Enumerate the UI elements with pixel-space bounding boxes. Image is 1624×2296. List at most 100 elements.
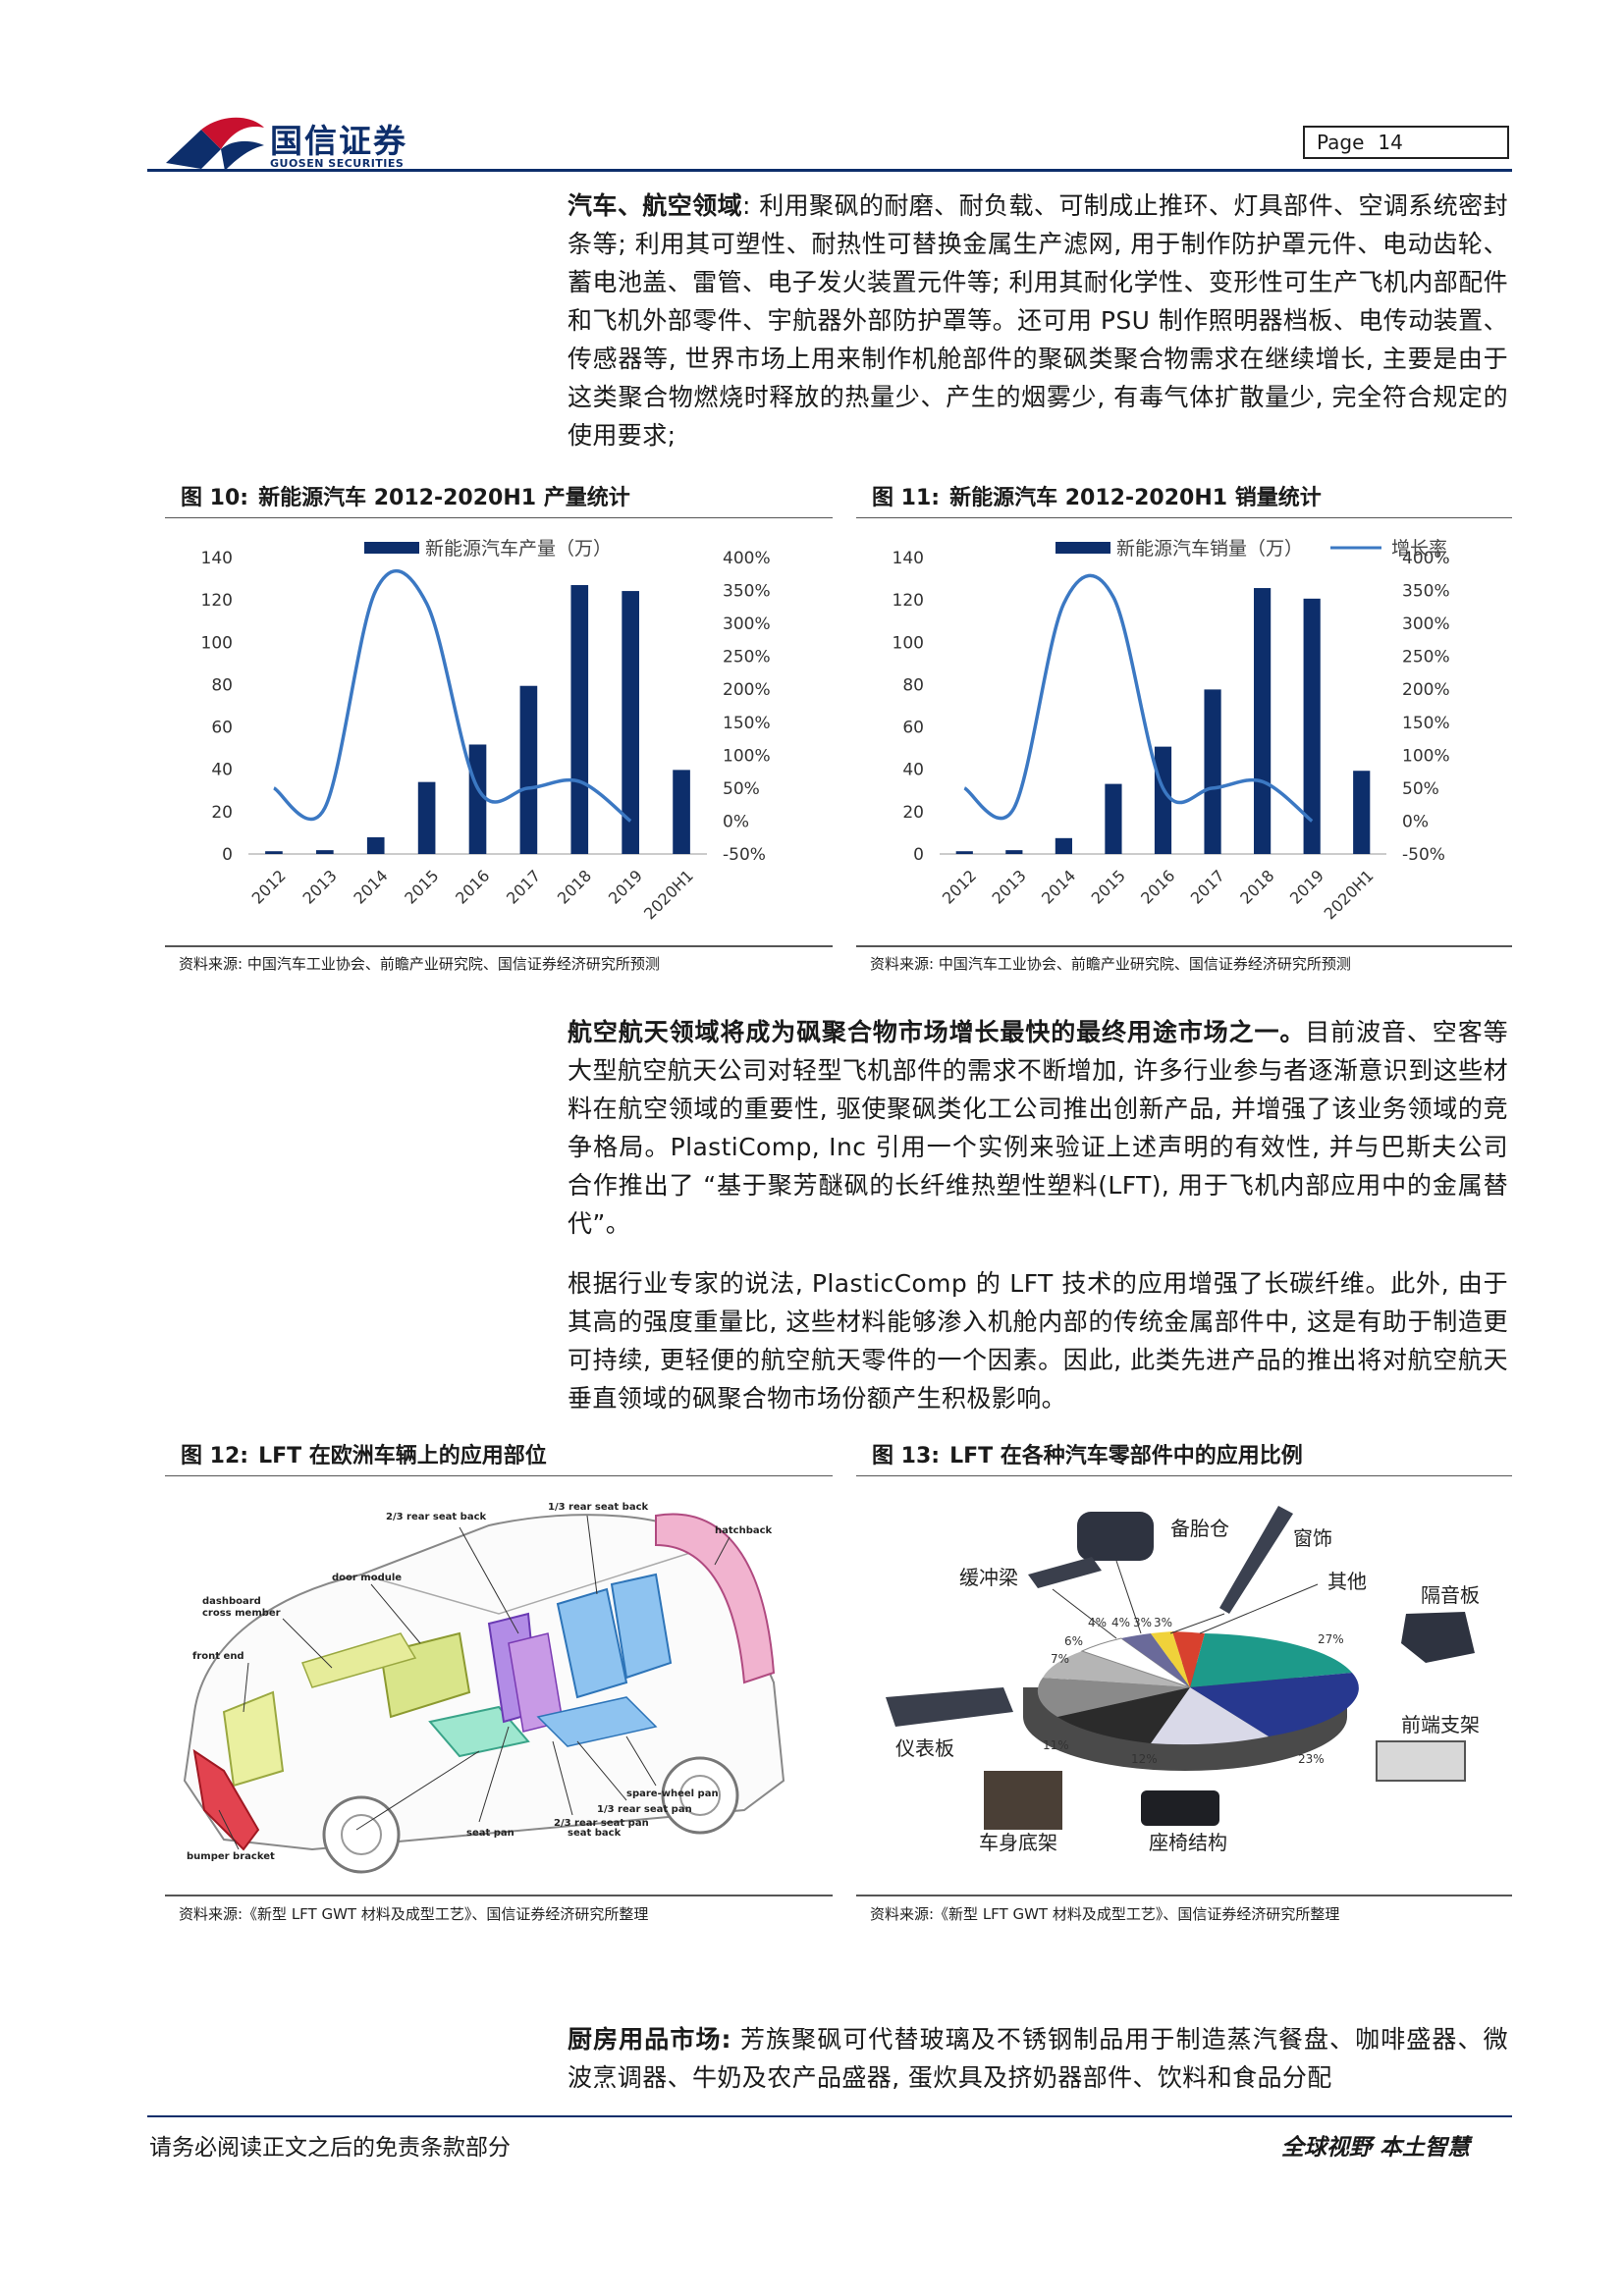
paragraph-body: : 利用聚砜的耐磨、耐负载、可制成止推环、灯具部件、空调系统密封条等; 利用其可… <box>568 191 1508 450</box>
y-left-tick-label: 140 <box>893 549 924 568</box>
figure-12-source: 资料来源:《新型 LFT GWT 材料及成型工艺》、国信证券经济研究所整理 <box>179 1905 649 1923</box>
figure-13-illustration: 备胎仓 窗饰 缓冲梁 其他 隔音板 仪表板 前端支架 车身底架 座椅结构 4% … <box>886 1506 1480 1854</box>
label-bumper-bracket: bumper bracket <box>187 1851 275 1862</box>
bar <box>1105 783 1122 854</box>
legend-label: 新能源汽车产量（万） <box>425 538 612 560</box>
figure-caption: LFT 在欧洲车辆上的应用部位 <box>258 1444 547 1468</box>
figure-11-source: 资料来源: 中国汽车工业协会、前瞻产业研究院、国信证券经济研究所预测 <box>870 955 1351 973</box>
label-sound-panel: 隔音板 <box>1421 1583 1480 1607</box>
label-rear-seat-23: 2/3 rear seat back <box>386 1512 487 1522</box>
pie-slice-7 <box>1037 1678 1190 1717</box>
label-front-end: front end <box>192 1651 244 1662</box>
figure-caption: LFT 在各种汽车零部件中的应用比例 <box>949 1444 1303 1468</box>
logo-text-cn: 国信证券 <box>270 122 407 160</box>
y-left-tick-label: 20 <box>902 803 924 823</box>
spare-tire-part-image <box>1077 1512 1154 1561</box>
pct-f: 7% <box>1051 1652 1069 1666</box>
y-right-tick-label: 350% <box>723 582 771 602</box>
bar <box>1154 746 1172 854</box>
pct-j: 23% <box>1298 1752 1325 1766</box>
figure-10-title: 图 10: 新能源汽车 2012-2020H1 产量统计 <box>165 479 833 518</box>
label-trim: 窗饰 <box>1293 1526 1332 1550</box>
figure-number: 图 13: <box>872 1444 941 1468</box>
pct-g: 27% <box>1318 1632 1344 1646</box>
y-right-tick-label: 200% <box>723 680 771 700</box>
pie-slice-4b <box>1121 1633 1190 1687</box>
figure-11-title: 图 11: 新能源汽车 2012-2020H1 销量统计 <box>856 479 1512 518</box>
rear-seat-back-13 <box>610 1573 673 1680</box>
y-left-tick-label: 120 <box>201 591 233 611</box>
figure-caption: 新能源汽车 2012-2020H1 产量统计 <box>258 486 630 510</box>
bumper-bracket-part <box>192 1748 260 1851</box>
y-left-tick-label: 20 <box>211 803 233 823</box>
x-tick-label: 2017 <box>503 866 544 907</box>
x-tick-label: 2019 <box>1286 866 1327 907</box>
rear-seat-back-23 <box>556 1587 628 1699</box>
x-tick-label: 2014 <box>350 866 391 907</box>
label-rear-seat-pan-13: 1/3 rear seat pan <box>597 1804 692 1815</box>
legend-label: 增长率 <box>1391 538 1447 560</box>
figure-12-bottom-rule <box>165 1895 833 1896</box>
footer-rule <box>147 2115 1512 2117</box>
y-left-tick-label: 0 <box>222 845 233 865</box>
pct-e: 6% <box>1064 1634 1083 1648</box>
bar <box>673 770 690 854</box>
x-tick-label: 2015 <box>1088 866 1129 907</box>
bar <box>1005 850 1023 854</box>
y-right-tick-label: 400% <box>723 549 771 568</box>
figure-12-illustration: 2/3 rear seat back 1/3 rear seat back ha… <box>183 1502 785 1874</box>
legend-label: 新能源汽车销量（万） <box>1116 538 1303 560</box>
y-left-tick-label: 120 <box>893 591 924 611</box>
bar <box>570 585 589 854</box>
label-door-module: door module <box>332 1573 402 1583</box>
header-rule <box>147 169 1512 172</box>
y-right-tick-label: 250% <box>723 648 771 667</box>
figure-10-bottom-rule <box>165 945 833 947</box>
x-tick-label: 2012 <box>939 866 980 907</box>
paragraph-lead: 航空航天领域将成为砜聚合物市场增长最快的最终用途市场之一。 <box>568 1018 1306 1046</box>
sound-panel-part-image <box>1401 1612 1475 1663</box>
label-seat-back: seat back <box>568 1828 622 1839</box>
y-right-tick-label: 150% <box>1402 714 1450 733</box>
label-spare-wheel: spare-wheel pan <box>626 1789 719 1799</box>
x-tick-label: 2012 <box>248 866 290 907</box>
dashboard-part-image <box>886 1687 1013 1727</box>
figure-11-bottom-rule <box>856 945 1512 947</box>
bar <box>316 850 334 854</box>
pie-slice-3b <box>1172 1631 1205 1687</box>
y-right-tick-label: 0% <box>1402 812 1429 831</box>
y-right-tick-label: 150% <box>723 714 771 733</box>
pct-i: 12% <box>1131 1752 1158 1766</box>
bar <box>366 836 385 854</box>
figure-13-bottom-rule <box>856 1895 1512 1896</box>
bar <box>417 781 436 854</box>
hatchback-part <box>655 1513 776 1684</box>
pct-h: 11% <box>1043 1738 1069 1752</box>
page-number: 14 <box>1378 131 1403 154</box>
paragraph-body: 芳族聚砜可代替玻璃及不锈钢制品用于制造蒸汽餐盘、咖啡盛器、微波烹调器、牛奶及农产… <box>568 2025 1508 2092</box>
label-spare-tire: 备胎仓 <box>1170 1517 1229 1540</box>
y-right-tick-label: 300% <box>1402 614 1450 634</box>
footer-slogan: 全球视野 本土智慧 <box>1281 2135 1471 2161</box>
pie-slice-27 <box>1190 1633 1352 1687</box>
x-tick-label: 2015 <box>401 866 442 907</box>
dashboard-cross-member-part <box>300 1632 417 1688</box>
figure-13-source: 资料来源:《新型 LFT GWT 材料及成型工艺》、国信证券经济研究所整理 <box>870 1905 1340 1923</box>
y-right-tick-label: 100% <box>1402 746 1450 766</box>
bar <box>468 744 487 854</box>
y-left-tick-label: 60 <box>902 719 924 738</box>
bar <box>1254 588 1272 854</box>
y-left-tick-label: 80 <box>902 675 924 695</box>
label-other: 其他 <box>1327 1570 1367 1593</box>
paragraph-lead: 汽车、航空领域 <box>568 191 742 220</box>
y-right-tick-label: -50% <box>723 845 766 865</box>
y-left-tick-label: 100 <box>893 633 924 653</box>
label-underbody: 车身底架 <box>979 1831 1057 1854</box>
label-dashboard: 仪表板 <box>895 1736 954 1760</box>
page-label: Page <box>1317 131 1365 154</box>
pie-chart <box>1023 1631 1359 1771</box>
front-bracket-part-image <box>1376 1740 1466 1782</box>
label-front-bracket: 前端支架 <box>1401 1713 1480 1736</box>
x-tick-label: 2013 <box>989 866 1030 907</box>
label-rear-seat-13: 1/3 rear seat back <box>548 1502 649 1513</box>
